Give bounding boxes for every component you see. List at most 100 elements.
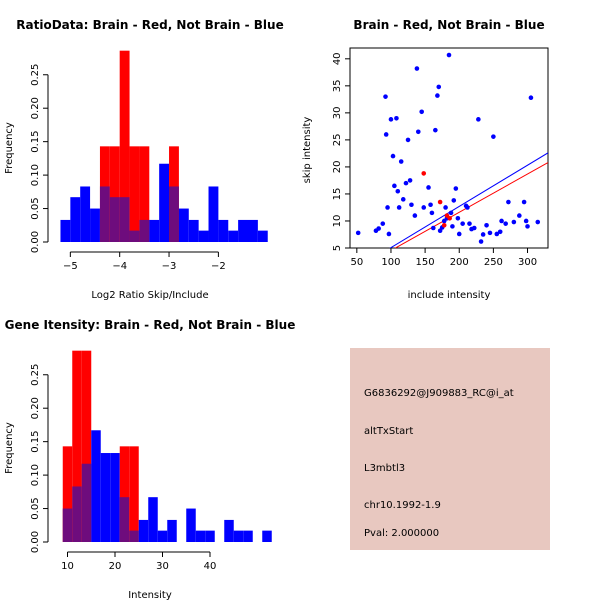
scatter-x-tick-label: 50 [350,257,363,268]
scatter-point-blue [523,218,529,224]
ratio-y-tick-label: 0.05 [30,197,41,219]
scatter-point-blue [535,219,541,225]
scatter-x-tick-label: 150 [416,257,435,268]
ratio-histogram-bars [60,50,268,243]
scatter-point-blue [383,132,389,137]
gene-bar-blue [262,530,272,542]
ratio-bar-blue [149,219,160,242]
scatter-title: Brain - Red, Not Brain - Blue [353,18,544,32]
scatter-point-blue [436,84,442,90]
scatter-point-blue [521,199,527,205]
scatter-xlabel: include intensity [408,290,491,301]
scatter-point-blue [392,183,397,189]
gene-name-text: L3mbtl3 [364,463,405,474]
scatter-y-tick-label: 30 [332,106,343,119]
scatter-point-blue [400,197,406,202]
location-text: chr10.1992-1.9 [364,500,441,511]
ratio-bar-red [129,146,140,242]
scatter-y-tick-label: 35 [332,79,343,92]
gene-bar-overlap [81,463,92,542]
gene-bar-overlap [62,508,73,542]
ratio-y-tick-label: 0.10 [30,164,41,186]
gene-bar-blue [110,453,120,542]
scatter-axes: 50 100 150 200 250 300 5 10 15 20 25 30 35 40 [332,52,537,268]
scatter-x-tick-label: 200 [450,257,469,268]
scatter-y-tick-label: 40 [332,52,343,65]
ratio-bar-blue [198,230,209,242]
scatter-point-blue [487,230,493,236]
ratio-y-tick-label: 0.00 [30,231,41,253]
scatter-point-blue [390,153,396,159]
scatter-point-blue [448,210,454,216]
scatter-y-tick-label: 10 [332,215,343,228]
scatter-point-blue [428,202,433,208]
scatter-point-blue [430,225,436,231]
scatter-point-blue [386,231,392,237]
scatter-point-red [441,222,447,228]
scatter-point-blue [506,199,511,205]
gene-bar-blue [148,497,158,542]
ratio-bar-blue [238,219,248,242]
scatter-point-blue [494,231,500,237]
ratio-histogram-title: RatioData: Brain - Red, Not Brain - Blue [16,18,283,32]
ratio-histogram-xlabel: Log2 Ratio Skip/Include [91,290,208,301]
scatter-panel: Brain - Red, Not Brain - Blue include in… [302,18,549,301]
ratio-bar-overlap [139,219,150,242]
scatter-point-blue [484,222,489,228]
ratio-bar-red [139,146,150,242]
scatter-point-blue [453,186,459,191]
gene-bar-blue [100,453,111,542]
ratio-bar-blue [257,230,268,242]
scatter-point-blue [376,226,381,231]
gene-bar-blue [91,430,101,542]
gene-bar-blue [138,519,149,542]
ratio-bar-red [119,50,130,243]
ratio-bar-blue [80,186,91,242]
gene-y-tick-label: 0.05 [30,497,41,519]
scatter-point-blue [383,94,388,99]
scatter-point-blue [407,178,413,183]
scatter-point-blue [421,205,427,210]
scatter-ylabel: skip intensity [302,117,313,184]
ratio-y-tick-label: 0.15 [30,131,41,153]
ratio-bar-overlap [169,186,179,242]
scatter-point-blue [451,198,457,203]
scatter-point-blue [415,129,421,135]
scatter-point-blue [380,221,386,226]
ratio-bar-overlap [109,197,120,242]
scatter-point-blue [395,188,401,194]
scatter-point-blue [443,205,448,210]
ratio-x-tick-label: −2 [211,261,226,272]
ratio-histogram-ylabel: Frequency [4,122,15,174]
scatter-point-blue [388,117,394,122]
gene-y-tick-label: 0.10 [30,464,41,486]
scatter-point-blue [419,109,424,115]
scatter-point-blue [398,159,404,164]
scatter-point-blue [409,202,414,208]
ratio-bar-blue [178,208,189,242]
ratio-bar-blue [248,219,258,242]
gene-bar-blue [157,530,168,542]
ratio-y-tick-label: 0.25 [30,64,41,86]
scatter-point-blue [435,93,440,98]
ratio-x-tick-label: −3 [162,261,177,272]
gene-y-tick-label: 0.20 [30,397,41,419]
ratio-y-tick-label: 0.20 [30,97,41,119]
scatter-point-blue [455,215,461,221]
scatter-y-tick-label: 20 [332,161,343,174]
gene-y-tick-label: 0.00 [30,531,41,553]
scatter-x-tick-label: 300 [518,257,537,268]
scatter-point-blue [394,115,399,121]
scatter-point-blue [412,213,418,218]
pval-text: Pval: 2.000000 [364,528,439,539]
scatter-point-blue [450,224,455,229]
ratio-bar-blue [188,219,199,242]
scatter-point-blue [385,205,390,210]
ratio-bar-blue [90,208,100,242]
scatter-point-blue [460,221,465,226]
ratio-bar-overlap [119,197,130,242]
ratio-bar-blue [159,163,170,242]
gene-bar-red [81,350,92,542]
scatter-point-blue [465,205,470,210]
gene-histogram-axes: 10 20 30 40 0.00 0.05 0.10 0.15 0.20 0.25 [30,364,216,572]
